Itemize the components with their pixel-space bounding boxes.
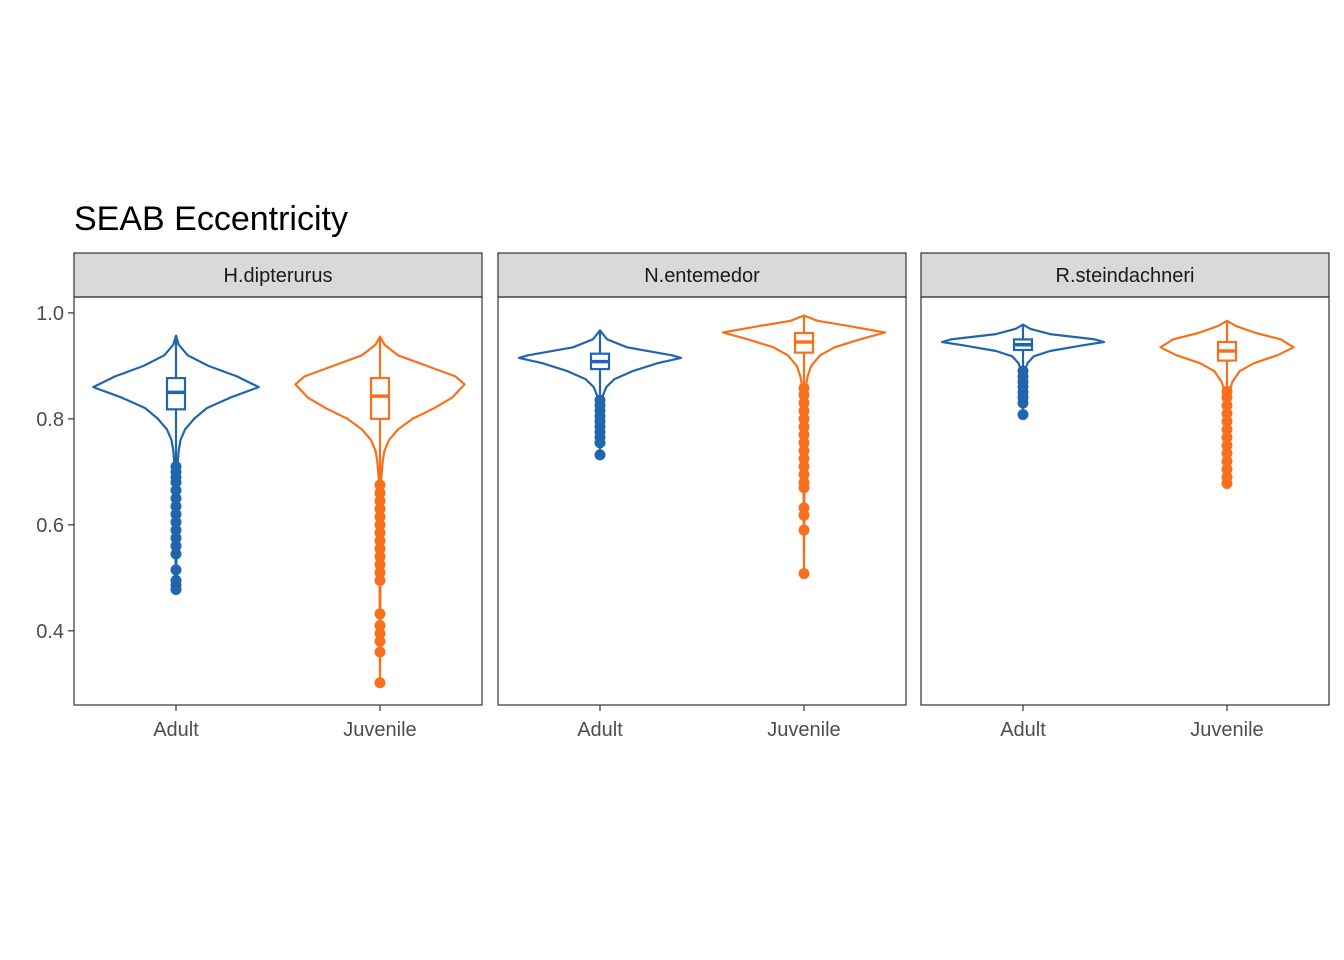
y-tick-label: 0.4	[36, 621, 64, 643]
outlier-point	[1221, 455, 1233, 467]
x-tick-label: Adult	[577, 719, 623, 741]
outlier-point	[170, 548, 182, 560]
outlier-point	[374, 677, 386, 689]
x-tick-label: Adult	[1000, 719, 1046, 741]
outlier-point	[1221, 423, 1233, 435]
outlier-point	[1221, 471, 1233, 483]
outlier-point	[374, 511, 386, 523]
outlier-point	[374, 527, 386, 539]
outlier-point	[374, 495, 386, 507]
outlier-point	[374, 543, 386, 555]
outlier-point	[798, 524, 810, 536]
chart-title: SEAB Eccentricity	[74, 200, 348, 238]
outlier-point	[798, 469, 810, 481]
outlier-point	[1221, 463, 1233, 475]
x-tick-label: Juvenile	[767, 719, 840, 741]
outlier-point	[374, 535, 386, 547]
box-juvenile	[369, 376, 391, 420]
outlier-point	[170, 540, 182, 552]
outlier-point	[1221, 439, 1233, 451]
outlier-point	[798, 502, 810, 514]
outlier-point	[594, 449, 606, 461]
outlier-point	[1221, 408, 1233, 420]
outlier-point	[374, 567, 386, 579]
y-tick-label: 0.6	[36, 515, 64, 537]
outlier-point	[1221, 385, 1233, 397]
outlier-point	[798, 405, 810, 417]
outlier-point	[798, 421, 810, 433]
outlier-point	[374, 487, 386, 499]
facet-strip-label: R.steindachneri	[1056, 265, 1195, 287]
outlier-point	[798, 429, 810, 441]
outlier-point	[1221, 416, 1233, 428]
outlier-point	[798, 461, 810, 473]
outlier-point	[374, 503, 386, 515]
outlier-point	[374, 627, 386, 639]
outlier-point	[798, 413, 810, 425]
facet-panel: R.steindachneri Adult Juvenile	[920, 252, 1330, 741]
outlier-point	[374, 559, 386, 571]
outlier-point	[798, 445, 810, 457]
panel-border	[73, 296, 483, 706]
outlier-point	[170, 508, 182, 520]
y-tick-label: 1.0	[36, 303, 64, 325]
outlier-point	[170, 524, 182, 536]
outlier-point	[374, 479, 386, 491]
outlier-point	[170, 492, 182, 504]
outlier-point	[374, 620, 386, 632]
facet-panel: N.entemedor Adult Juvenile	[497, 252, 907, 741]
x-tick-label: Adult	[153, 719, 199, 741]
x-tick-label: Juvenile	[1190, 719, 1263, 741]
outlier-point	[798, 476, 810, 488]
outlier-point	[798, 568, 810, 580]
outlier-point	[798, 382, 810, 394]
outlier-point	[374, 551, 386, 563]
outlier-point	[170, 574, 182, 586]
facet-strip-label: N.entemedor	[644, 265, 760, 287]
outlier-point	[170, 564, 182, 576]
outlier-point	[170, 484, 182, 496]
outlier-point	[1221, 447, 1233, 459]
facet-strip-label: H.dipterurus	[224, 265, 333, 287]
facet-panel: H.dipterurus Adult Juvenile	[73, 252, 483, 741]
outlier-point	[170, 500, 182, 512]
outlier-point	[1221, 400, 1233, 412]
outlier-point	[170, 461, 182, 473]
facet-strip	[73, 252, 483, 298]
outlier-point	[594, 394, 606, 406]
outlier-point	[798, 397, 810, 409]
facet-strip	[497, 252, 907, 298]
outlier-point	[798, 437, 810, 449]
outlier-point	[374, 635, 386, 647]
y-tick-label: 0.8	[36, 409, 64, 431]
outlier-point	[170, 516, 182, 528]
outlier-point	[374, 519, 386, 531]
outlier-point	[374, 646, 386, 658]
x-tick-label: Juvenile	[343, 719, 416, 741]
outlier-point	[1017, 365, 1029, 377]
outlier-point	[170, 532, 182, 544]
outlier-point	[798, 453, 810, 465]
outlier-point	[1221, 431, 1233, 443]
panel-border	[920, 296, 1330, 706]
outlier-point	[374, 574, 386, 586]
outlier-point	[1017, 409, 1029, 421]
panel-border	[497, 296, 907, 706]
outlier-point	[374, 608, 386, 620]
